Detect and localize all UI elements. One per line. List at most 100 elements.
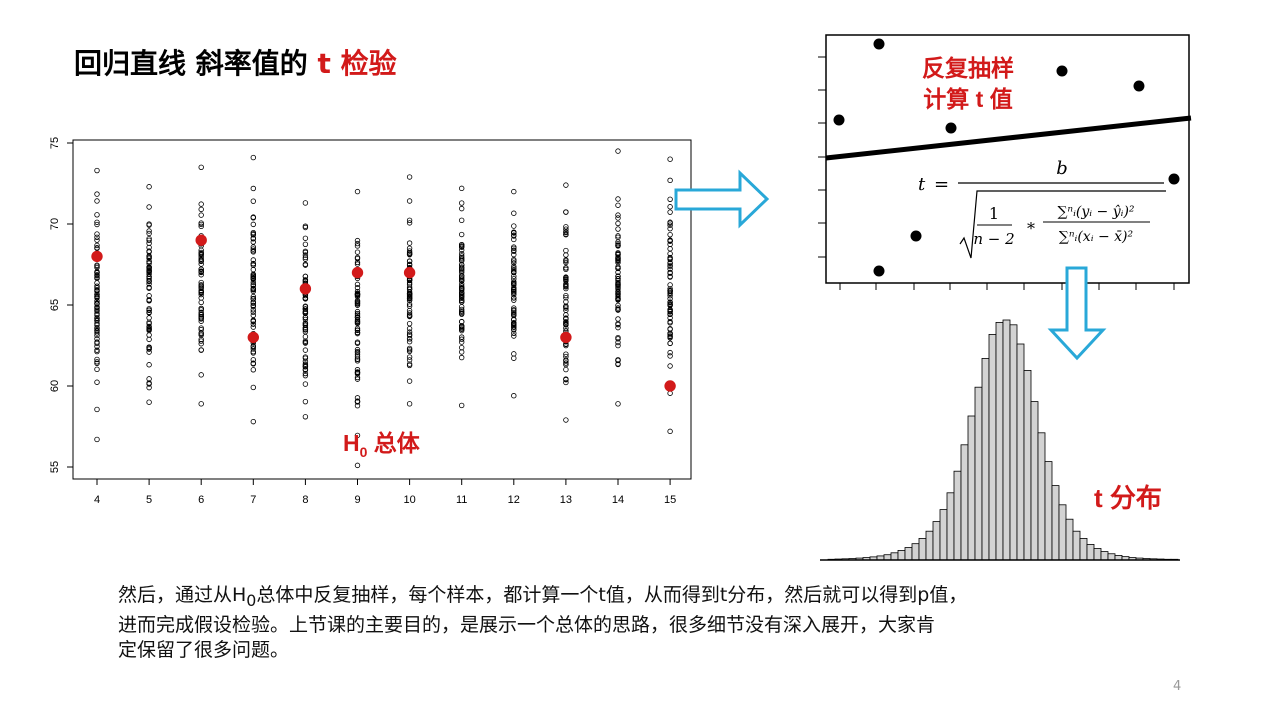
population-point [563,182,569,188]
population-point [354,356,361,362]
population-point [146,376,152,382]
population-point [146,324,152,331]
regression-line [825,115,1192,161]
sample-point [1133,80,1145,92]
population-point [250,246,256,252]
population-point [354,249,361,255]
population-point [563,209,569,215]
population-point [667,274,673,280]
population-point [146,258,152,265]
population-point [354,312,361,318]
population-point [615,226,621,232]
highlighted-point [91,250,103,263]
population-point [667,204,673,210]
population-point [94,212,100,218]
population-point [302,381,309,387]
population-point [198,325,204,331]
population-point [511,260,517,266]
population-point [94,304,100,310]
population-point [615,324,621,331]
histogram-bar [904,547,913,561]
histogram-bar [883,554,892,561]
plot-frame [72,139,692,480]
population-point [615,305,621,311]
histogram-bar [1044,461,1053,561]
population-point [563,252,569,258]
population-point [459,250,465,257]
population-dots [94,148,673,469]
histogram-bar [939,509,948,561]
population-point [146,266,152,272]
highlighted-point [403,266,416,279]
histogram-bar [897,550,906,561]
population-point [563,265,569,271]
caption-line-1: 然后，通过从H0总体中反复抽样，每个样本，都计算一个t值，从而得到t分布，然后就… [118,584,968,610]
population-point [511,351,517,357]
population-point [250,303,256,310]
histogram-bar [1107,553,1116,561]
population-point [354,318,361,324]
x-axis: 4 5 6 7 8 9 10 11 12 13 14 15 [94,479,676,506]
y-tick-label: 55 [49,461,61,473]
population-point [302,366,309,373]
population-point [459,264,465,270]
population-point [302,320,309,326]
population-point [94,245,100,251]
histogram-bar [1051,485,1060,561]
population-point [406,290,413,297]
population-point [198,212,204,218]
population-point [146,399,152,405]
population-point [198,295,204,301]
x-tick-label: 15 [664,494,676,506]
population-point [146,284,152,291]
population-point [146,221,152,227]
population-point [406,217,413,224]
population-point [250,321,256,327]
population-point [406,348,413,354]
population-point [354,281,361,288]
histogram-bar [960,444,969,561]
histogram-bar [1058,504,1067,561]
population-point [146,332,152,338]
svg-text:1: 1 [989,204,999,223]
population-point [459,402,465,409]
population-point [250,275,256,281]
population-point [354,354,361,360]
population-point [94,379,100,385]
population-point [667,306,673,313]
population-point [146,269,152,276]
highlighted-point [664,380,676,392]
population-point [250,324,256,330]
population-point [250,367,256,373]
population-point [459,309,465,315]
population-point [563,376,569,382]
population-point [302,200,309,206]
y-tick-label: 65 [49,299,61,311]
histogram-bar [911,543,920,561]
population-point [302,256,309,262]
population-point [667,349,673,356]
population-point [615,307,621,313]
population-point [302,224,309,231]
population-point [250,309,256,315]
page-number: 4 [1173,679,1182,694]
population-point [406,198,413,204]
population-point [459,200,465,206]
population-point [667,290,673,296]
population-point [354,395,361,401]
resample-annotation-line2: 计算 t 值 [923,86,1012,112]
population-point [459,185,465,192]
population-point [667,209,673,215]
population-point [94,294,100,300]
population-point [302,241,309,248]
population-point [406,280,413,286]
population-point [94,288,100,295]
population-point [302,347,309,353]
population-point [94,330,100,336]
population-point [667,246,673,252]
population-point [511,269,517,275]
population-point [198,254,204,260]
population-point [563,319,569,325]
x-tick-label: 10 [403,494,415,506]
population-point [146,204,152,210]
